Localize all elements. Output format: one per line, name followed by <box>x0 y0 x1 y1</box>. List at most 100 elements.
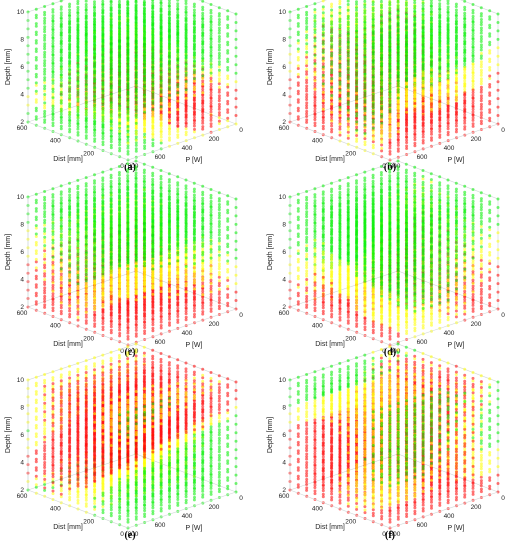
data-point <box>192 96 196 100</box>
data-point <box>454 20 458 24</box>
data-point <box>51 109 55 113</box>
data-point <box>101 27 105 31</box>
data-point <box>167 0 171 2</box>
data-point <box>471 46 475 50</box>
data-point <box>151 118 155 122</box>
data-point <box>184 59 188 63</box>
data-point <box>184 23 188 27</box>
data-point <box>321 34 325 38</box>
data-point <box>296 47 300 51</box>
data-point <box>101 123 105 127</box>
data-point <box>363 44 367 48</box>
data-point <box>471 68 475 72</box>
data-point <box>193 34 196 38</box>
data-point <box>363 86 367 90</box>
data-point <box>118 53 122 57</box>
data-point <box>201 11 205 15</box>
data-point <box>43 84 47 88</box>
data-point <box>76 97 80 101</box>
data-point <box>109 38 113 42</box>
data-point <box>59 70 63 74</box>
data-point <box>201 91 205 95</box>
data-point <box>201 76 205 80</box>
data-point <box>209 25 213 29</box>
data-point <box>346 128 350 132</box>
data-point <box>338 80 342 84</box>
data-point <box>209 110 213 114</box>
data-point <box>84 20 88 24</box>
data-point <box>51 64 55 68</box>
data-point <box>68 110 72 114</box>
data-point <box>43 53 47 57</box>
data-point <box>118 115 122 119</box>
data-point <box>59 76 63 80</box>
data-point <box>143 39 147 43</box>
data-point <box>34 81 38 85</box>
data-point <box>209 80 213 83</box>
data-point <box>34 7 38 11</box>
data-point <box>142 1 146 5</box>
data-point <box>59 101 63 105</box>
data-point <box>109 9 113 13</box>
data-point <box>363 115 367 119</box>
data-point <box>438 110 442 114</box>
data-point <box>101 29 105 33</box>
data-point <box>226 68 230 72</box>
data-point <box>454 11 458 15</box>
data-point <box>118 121 122 125</box>
data-points <box>26 0 238 162</box>
data-point <box>429 0 433 2</box>
data-point <box>101 55 105 59</box>
data-point <box>217 119 221 123</box>
data-point <box>446 5 450 9</box>
data-point <box>454 8 458 12</box>
z-tick-label: 8 <box>20 37 24 44</box>
data-point <box>226 23 230 27</box>
data-point <box>109 81 113 85</box>
data-point <box>226 110 230 114</box>
data-point <box>143 81 147 85</box>
data-point <box>321 124 325 128</box>
data-point <box>201 125 205 129</box>
data-point <box>226 99 230 103</box>
data-point <box>330 8 334 12</box>
data-point <box>93 69 97 73</box>
data-point <box>184 2 188 5</box>
data-point <box>76 119 80 123</box>
data-point <box>93 12 97 16</box>
data-point <box>321 48 325 52</box>
data-point <box>388 138 392 142</box>
data-point <box>226 108 230 112</box>
data-point <box>463 116 467 120</box>
data-point <box>496 97 500 101</box>
data-point <box>184 0 188 3</box>
data-point <box>217 88 221 92</box>
data-point <box>59 53 63 57</box>
data-point <box>201 99 205 103</box>
data-point <box>217 94 221 98</box>
data-point <box>126 0 129 1</box>
data-point <box>338 122 342 126</box>
data-point <box>168 51 171 55</box>
data-point <box>168 73 171 77</box>
data-point <box>217 51 221 55</box>
data-point <box>380 45 384 49</box>
data-point <box>380 87 384 91</box>
data-point <box>151 48 155 52</box>
data-point <box>143 19 146 23</box>
data-point <box>463 11 467 15</box>
data-point <box>51 98 55 102</box>
data-point <box>84 71 88 75</box>
data-point <box>118 6 121 10</box>
data-point <box>363 39 367 42</box>
data-point <box>184 48 188 52</box>
data-point <box>488 57 492 61</box>
data-point <box>413 34 417 38</box>
data-point <box>151 76 155 80</box>
data-point <box>126 42 130 46</box>
data-point <box>176 48 180 52</box>
data-point <box>355 80 359 84</box>
data-point <box>84 26 88 30</box>
data-point <box>396 101 400 105</box>
data-point <box>355 24 359 27</box>
